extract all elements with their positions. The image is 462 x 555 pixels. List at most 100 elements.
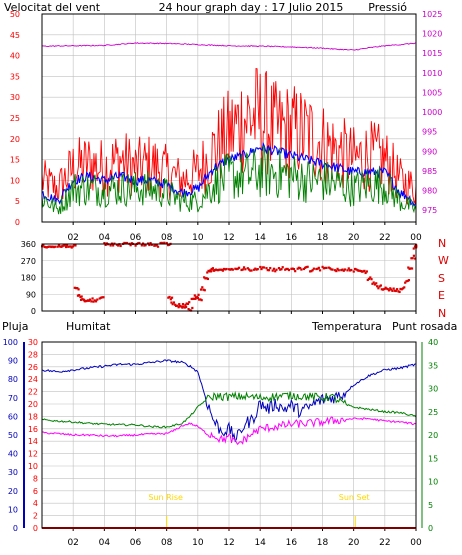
direction-point (185, 302, 188, 305)
direction-point (333, 269, 337, 272)
direction-point (401, 287, 405, 290)
direction-point (331, 268, 334, 271)
humidity-panel-frame (41, 341, 417, 529)
direction-point (254, 267, 257, 270)
direction-point (161, 242, 165, 245)
direction-point (311, 269, 314, 272)
wind-average-line (41, 141, 417, 207)
pressure-axis-tick-label: 980 (422, 187, 437, 196)
direction-point (398, 290, 401, 294)
rain-axis-tick-label: 18 (28, 412, 38, 421)
direction-point (166, 244, 170, 247)
rain-axis-tick-label: 16 (28, 425, 38, 434)
direction-point (406, 279, 409, 283)
temperature-line (41, 390, 417, 429)
direction-point (316, 267, 319, 270)
direction-point (159, 241, 162, 245)
direction-point (240, 268, 243, 272)
pressure-axis-tick-label: 1015 (422, 49, 442, 58)
direction-point (287, 268, 291, 272)
direction-point (206, 277, 210, 281)
direction-point (149, 241, 152, 245)
pressure-axis-tick-label: 995 (422, 128, 437, 137)
direction-point (197, 293, 200, 296)
direction-point (223, 267, 226, 271)
direction-point (321, 265, 324, 268)
direction-point (355, 268, 358, 271)
direction-point (221, 269, 224, 272)
direction-point (359, 269, 363, 273)
direction-point (364, 271, 367, 275)
direction-point (394, 289, 397, 293)
direction-point (78, 294, 81, 297)
x-tick-label: 14 (254, 233, 266, 243)
pressure-axis-tick-label: 1020 (422, 30, 442, 39)
direction-point (123, 241, 126, 245)
direction-point (101, 296, 104, 299)
x-tick-label: 08 (161, 233, 173, 243)
direction-point (64, 245, 68, 249)
humidity-axis-title: Humitat (66, 320, 111, 333)
direction-point (103, 242, 106, 245)
direction-point (134, 244, 137, 247)
direction-point (337, 269, 340, 272)
direction-point (92, 300, 95, 303)
wind-axis-tick-label: 50 (10, 10, 20, 19)
direction-point (206, 271, 209, 274)
temperature-axis-tick-label: 35 (428, 361, 438, 370)
direction-point (167, 296, 170, 299)
direction-point (363, 269, 366, 272)
direction-point (181, 303, 185, 306)
direction-point (168, 295, 171, 299)
direction-point (170, 301, 173, 304)
direction-point (249, 269, 252, 272)
rain-axis-tick-label: 24 (28, 375, 38, 384)
direction-point (412, 247, 415, 250)
direction-point (71, 245, 75, 248)
direction-point (237, 266, 241, 269)
wind-panel-frame (41, 13, 417, 223)
direction-point (218, 268, 221, 271)
x-tick-label: 20 (348, 233, 360, 243)
direction-point (346, 269, 349, 272)
direction-point (242, 266, 246, 269)
pressure-axis-tick-label: 975 (422, 206, 437, 215)
wind-speed-title: Velocitat del vent (4, 1, 101, 14)
dewpoint-line (41, 416, 417, 446)
direction-point (85, 299, 88, 303)
direction-point (379, 284, 382, 287)
direction-point (198, 298, 201, 301)
direction-point (404, 281, 407, 284)
direction-point (375, 282, 378, 285)
dewpoint-axis-title: Punt rosada (392, 320, 457, 333)
direction-axis-tick-label: 180 (21, 274, 36, 283)
direction-point (256, 268, 259, 271)
x-tick-label: 22 (379, 538, 390, 548)
direction-point (105, 242, 109, 245)
sunrise-label: Sun Rise (148, 493, 183, 502)
direction-point (73, 244, 76, 247)
direction-point (392, 287, 395, 290)
direction-point (54, 245, 57, 248)
direction-point (383, 287, 386, 291)
direction-point (79, 298, 83, 301)
direction-point (191, 297, 195, 300)
direction-point (42, 244, 45, 247)
direction-point (395, 288, 399, 291)
humidity-axis-tick-label: 20 (8, 487, 18, 496)
temperature-axis-title: Temperatura (311, 320, 382, 333)
pressure-axis-tick-label: 1005 (422, 88, 442, 97)
direction-point (148, 243, 151, 247)
direction-point (57, 244, 61, 247)
direction-point (390, 288, 393, 291)
temperature-axis-tick-label: 0 (428, 524, 433, 533)
direction-point (373, 283, 377, 286)
direction-point (91, 297, 94, 300)
temperature-axis-tick-label: 10 (428, 478, 438, 487)
direction-point (362, 270, 365, 273)
direction-point (408, 267, 411, 270)
direction-point (280, 268, 283, 271)
direction-point (48, 245, 51, 248)
direction-axis-tick-label: 270 (21, 257, 36, 266)
direction-point (209, 269, 212, 272)
